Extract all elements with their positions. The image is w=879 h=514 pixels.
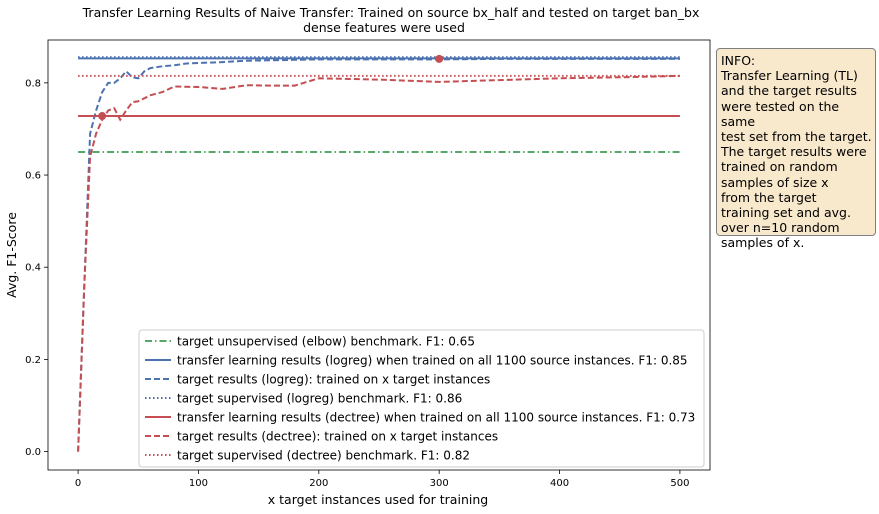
chart-subtitle: dense features were used	[303, 20, 465, 35]
y-tick-label-1: 0.2	[25, 355, 41, 366]
plot-area	[77, 54, 680, 452]
x-tick-label-5: 500	[670, 478, 689, 489]
series-line-3	[77, 57, 680, 452]
plot-frame	[47, 39, 711, 471]
legend-entry-6: target results (dectree): trained on x t…	[177, 429, 498, 443]
legend-entry-3: target results (logreg): trained on x ta…	[177, 372, 490, 386]
data-point-marker-1	[98, 112, 107, 121]
x-tick-label-2: 200	[309, 478, 328, 489]
legend-entry-5: transfer learning results (dectree) when…	[177, 410, 695, 424]
info-box: INFO: Transfer Learning (TL) and the tar…	[716, 48, 876, 250]
legend: target unsupervised (elbow) benchmark. F…	[138, 329, 705, 468]
y-tick-label-3: 0.6	[25, 171, 41, 182]
legend-entry-7: target supervised (dectree) benchmark. F…	[177, 448, 470, 462]
legend-entry-4: target supervised (logreg) benchmark. F1…	[177, 391, 462, 405]
x-axis-label: x target instances used for training	[268, 492, 488, 507]
y-tick-label-2: 0.4	[25, 263, 41, 274]
axes: 0 100 200 300 400 500 0.0 0.2 0.4 0.6 0.8	[25, 39, 711, 489]
legend-entry-1: target unsupervised (elbow) benchmark. F…	[177, 334, 475, 348]
y-axis-label: Avg. F1-Score	[4, 212, 19, 298]
legend-entry-2: transfer learning results (logreg) when …	[177, 353, 688, 367]
data-point-marker-2	[435, 54, 444, 63]
x-tick-label-0: 0	[75, 478, 81, 489]
x-tick-label-3: 300	[430, 478, 449, 489]
x-tick-label-4: 400	[550, 478, 569, 489]
x-tick-label-1: 100	[189, 478, 208, 489]
chart-title: Transfer Learning Results of Naive Trans…	[82, 5, 700, 20]
y-tick-label-4: 0.8	[25, 78, 41, 89]
legend-frame	[138, 329, 705, 468]
y-tick-label-0: 0.0	[25, 447, 41, 458]
